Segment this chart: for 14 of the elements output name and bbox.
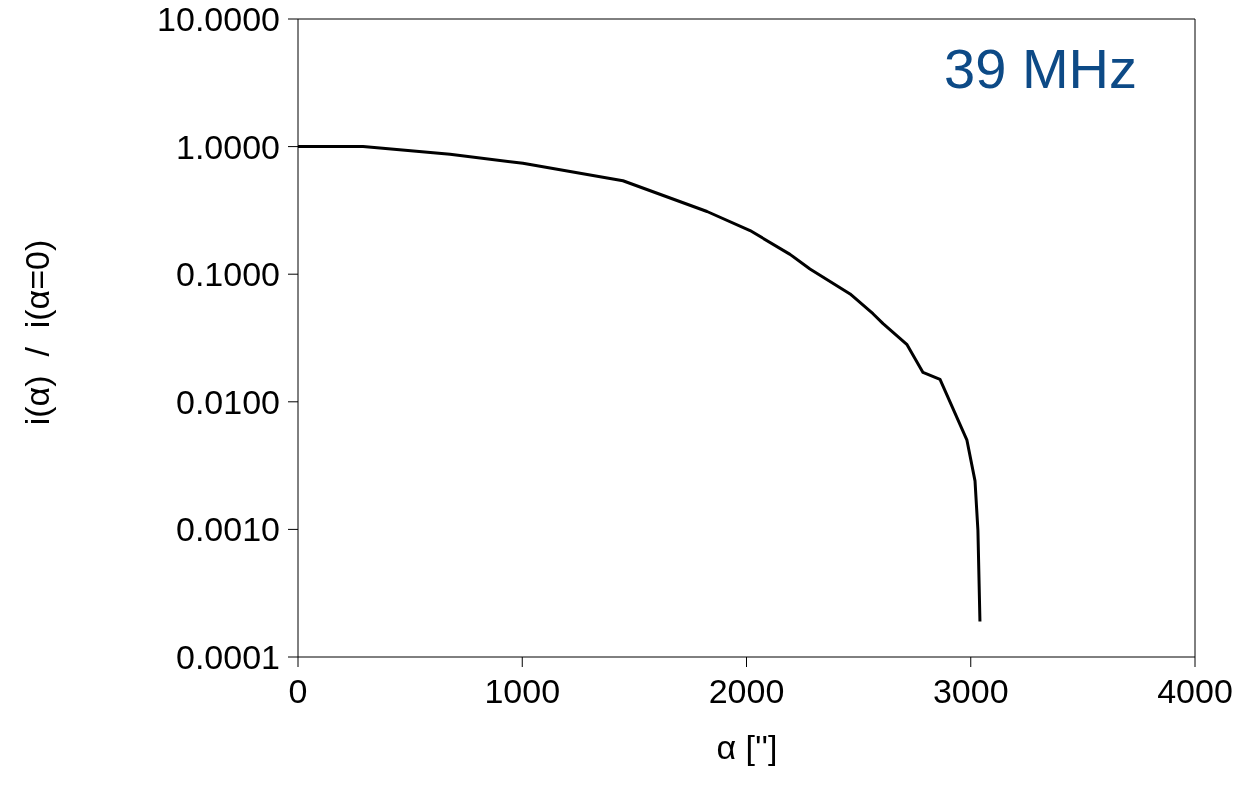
y-tick-label: 10.0000: [157, 0, 280, 39]
x-tick-label: 0: [288, 672, 308, 711]
x-tick-label: 1000: [484, 672, 561, 711]
y-tick-label: 0.0010: [176, 510, 280, 549]
x-tick-label: 4000: [1157, 672, 1233, 711]
y-tick-label: 0.1000: [176, 255, 280, 294]
y-tick-label: 0.0100: [176, 382, 280, 421]
x-tick-label: 3000: [932, 672, 1009, 711]
y-tick-label: 1.0000: [176, 127, 280, 166]
annotation: 39 MHz: [944, 36, 1137, 101]
x-axis-title: α ['']: [715, 728, 779, 767]
x-tick-label: 2000: [708, 672, 785, 711]
y-axis-title: i(α) / i(α=0): [18, 239, 58, 426]
y-tick-label: 0.0001: [176, 638, 280, 677]
